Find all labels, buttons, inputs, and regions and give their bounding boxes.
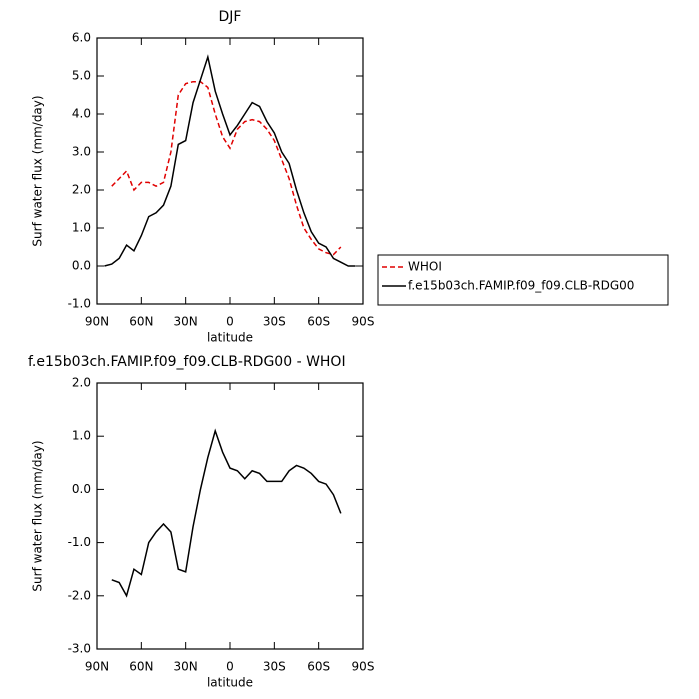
x-tick-label: 60S bbox=[307, 315, 330, 329]
x-tick-label: 90S bbox=[352, 315, 375, 329]
x-tick-label: 30N bbox=[174, 315, 198, 329]
legend-box bbox=[377, 254, 669, 306]
y-tick-label: 0.0 bbox=[72, 259, 91, 273]
data-line bbox=[111, 80, 342, 256]
x-axis-label: latitude bbox=[207, 676, 253, 690]
y-tick-label: -3.0 bbox=[68, 642, 91, 656]
y-tick-label: 2.0 bbox=[72, 376, 91, 390]
chart-title: f.e15b03ch.FAMIP.f09_f09.CLB-RDG00 - WHO… bbox=[28, 354, 346, 370]
x-tick-label: 60N bbox=[129, 660, 153, 674]
y-tick-label: 5.0 bbox=[72, 69, 91, 83]
x-tick-label: 30S bbox=[263, 660, 286, 674]
x-tick-label: 90N bbox=[85, 315, 109, 329]
data-line bbox=[111, 428, 342, 598]
legend-label: WHOI bbox=[408, 260, 442, 274]
x-tick-label: 60S bbox=[307, 660, 330, 674]
y-axis-label: Surf water flux (mm/day) bbox=[31, 440, 45, 591]
x-tick-label: 60N bbox=[129, 315, 153, 329]
y-tick-label: 2.0 bbox=[72, 183, 91, 197]
x-tick-label: 30N bbox=[174, 660, 198, 674]
legend-label: f.e15b03ch.FAMIP.f09_f09.CLB-RDG00 bbox=[408, 279, 634, 293]
y-tick-label: -1.0 bbox=[68, 297, 91, 311]
plot-frame bbox=[96, 382, 364, 650]
y-tick-label: 0.0 bbox=[72, 482, 91, 496]
x-tick-label: 0 bbox=[226, 315, 234, 329]
y-tick-label: 3.0 bbox=[72, 145, 91, 159]
y-tick-label: 6.0 bbox=[72, 31, 91, 45]
x-axis-label: latitude bbox=[207, 331, 253, 345]
x-tick-label: 90S bbox=[352, 660, 375, 674]
x-tick-label: 0 bbox=[226, 660, 234, 674]
y-tick-label: 1.0 bbox=[72, 221, 91, 235]
plot-frame bbox=[96, 37, 364, 305]
x-tick-label: 90N bbox=[85, 660, 109, 674]
data-line bbox=[104, 54, 356, 267]
y-tick-label: 4.0 bbox=[72, 107, 91, 121]
y-tick-label: -1.0 bbox=[68, 535, 91, 549]
y-tick-label: -2.0 bbox=[68, 588, 91, 602]
y-tick-label: 1.0 bbox=[72, 429, 91, 443]
x-tick-label: 30S bbox=[263, 315, 286, 329]
y-axis-label: Surf water flux (mm/day) bbox=[31, 95, 45, 246]
chart-title: DJF bbox=[219, 9, 242, 25]
